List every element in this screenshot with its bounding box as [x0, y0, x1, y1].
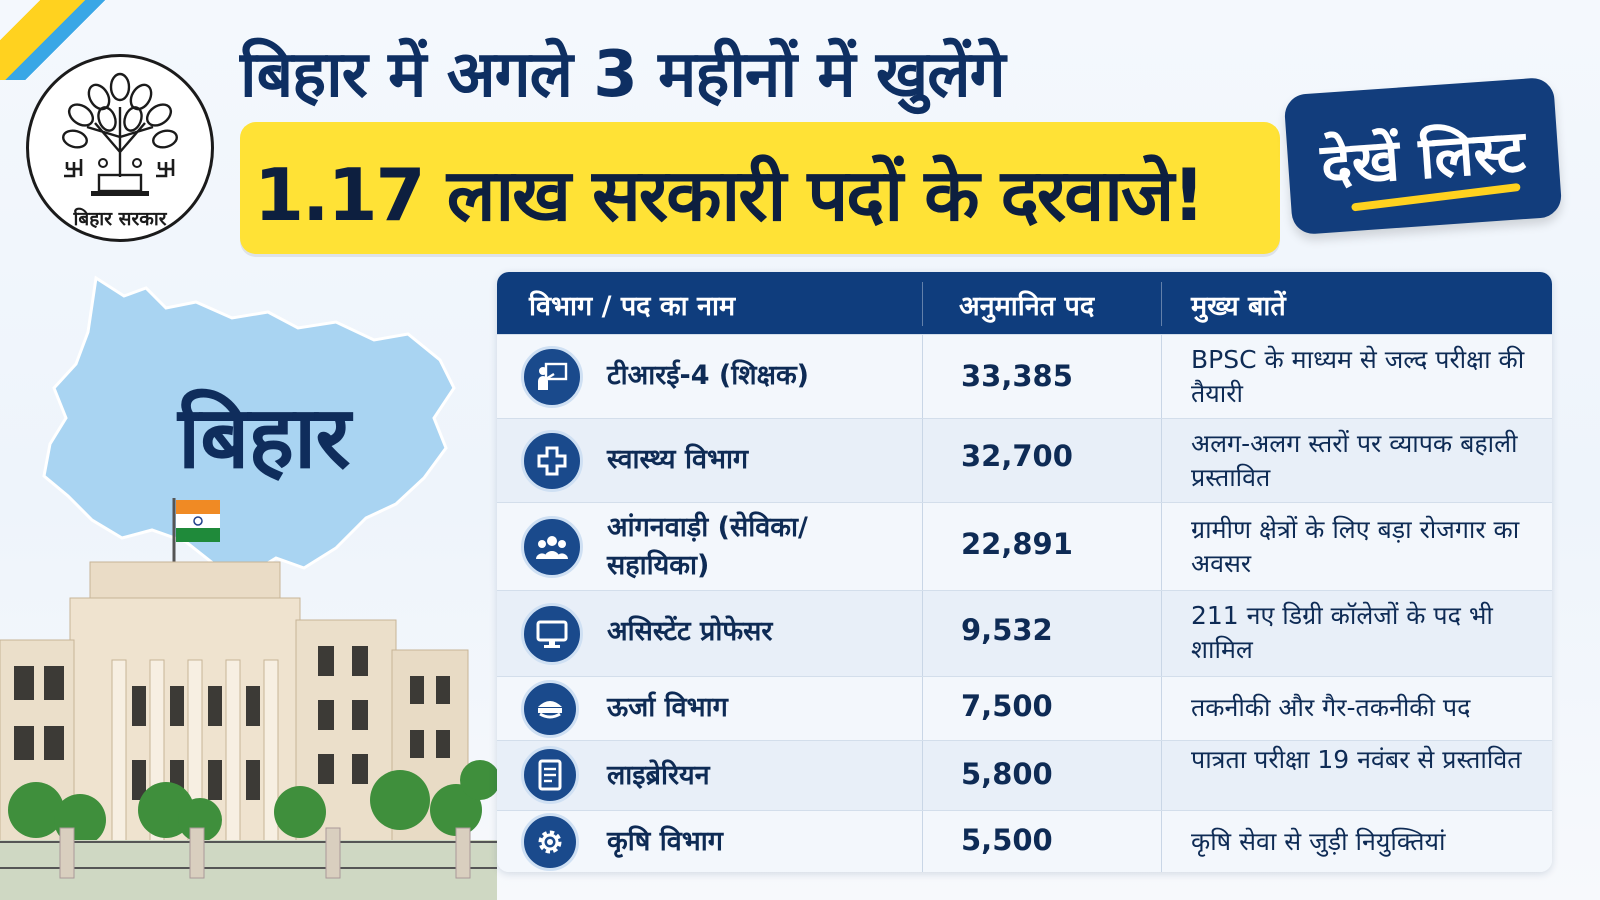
table-row: ऊर्जा विभाग 7,500 तकनीकी और गैर-तकनीकी प… — [497, 676, 1552, 741]
post-note: तकनीकी और गैर-तकनीकी पद — [1191, 693, 1471, 722]
logo-caption: बिहार सरकार — [73, 208, 167, 230]
post-count: 5,500 — [961, 823, 1053, 857]
post-name: स्वास्थ्य विभाग — [607, 444, 749, 475]
table-row: स्वास्थ्य विभाग 32,700 अलग-अलग स्तरों पर… — [497, 418, 1552, 503]
table-row: टीआरई-4 (शिक्षक) 33,385 BPSC के माध्यम स… — [497, 334, 1552, 419]
medical-cross-icon — [521, 430, 583, 492]
post-name: कृषि विभाग — [607, 826, 723, 857]
header-department: विभाग / पद का नाम — [529, 291, 736, 322]
officer-cap-icon — [521, 680, 579, 738]
header-estimated-posts: अनुमानित पद — [959, 291, 1095, 322]
post-count: 5,800 — [961, 757, 1053, 791]
post-count: 7,500 — [961, 689, 1053, 723]
vacancy-table: विभाग / पद का नाम अनुमानित पद मुख्य बाते… — [497, 272, 1552, 872]
gear-icon — [521, 813, 579, 871]
post-note: 211 नए डिग्री कॉलेजों के पद भी शामिल — [1191, 601, 1493, 664]
monitor-icon — [521, 603, 583, 665]
headline-line-2: 1.17 लाख सरकारी पदों के दरवाजे! — [254, 153, 1205, 237]
teacher-icon — [521, 346, 583, 408]
table-row: असिस्टेंट प्रोफेसर 9,532 211 नए डिग्री क… — [497, 590, 1552, 677]
header-highlights: मुख्य बातें — [1191, 291, 1286, 322]
people-group-icon — [521, 516, 583, 578]
post-name: आंगनवाड़ी (सेविका/ सहायिका) — [607, 512, 808, 581]
post-name: असिस्टेंट प्रोफेसर — [607, 616, 773, 647]
government-building-illustration — [0, 498, 497, 900]
headline-highlight-box: 1.17 लाख सरकारी पदों के दरवाजे! — [240, 122, 1280, 254]
headline-line-1: बिहार में अगले 3 महीनों में खुलेंगे — [240, 38, 1006, 112]
post-note: पात्रता परीक्षा 19 नवंबर से प्रस्तावित — [1191, 745, 1522, 774]
post-note: ग्रामीण क्षेत्रों के लिए बड़ा रोजगार का … — [1191, 515, 1520, 578]
table-header: विभाग / पद का नाम अनुमानित पद मुख्य बाते… — [497, 272, 1552, 334]
bihar-government-logo: बिहार सरकार — [26, 54, 214, 242]
table-row: आंगनवाड़ी (सेविका/ सहायिका) 22,891 ग्राम… — [497, 502, 1552, 591]
post-name: ऊर्जा विभाग — [607, 692, 728, 723]
table-row: कृषि विभाग 5,500 कृषि सेवा से जुड़ी नियु… — [497, 810, 1552, 872]
post-note: अलग-अलग स्तरों पर व्यापक बहाली प्रस्तावि… — [1191, 429, 1518, 492]
post-name: लाइब्रेरियन — [607, 760, 710, 791]
bihar-map-shape — [42, 275, 456, 576]
post-count: 32,700 — [961, 439, 1073, 473]
post-name: टीआरई-4 (शिक्षक) — [607, 360, 810, 391]
post-note: कृषि सेवा से जुड़ी नियुक्तियां — [1191, 827, 1446, 856]
post-count: 9,532 — [961, 613, 1053, 647]
see-list-badge: देखें लिस्ट — [1283, 76, 1563, 236]
bodhi-tree-emblem-icon — [62, 72, 178, 196]
table-row: लाइब्रेरियन 5,800 पात्रता परीक्षा 19 नवं… — [497, 740, 1552, 811]
map-label: बिहार — [178, 388, 350, 488]
post-count: 22,891 — [961, 527, 1073, 561]
document-icon — [521, 746, 579, 804]
post-count: 33,385 — [961, 359, 1073, 393]
post-note: BPSC के माध्यम से जल्द परीक्षा की तैयारी — [1191, 345, 1525, 408]
